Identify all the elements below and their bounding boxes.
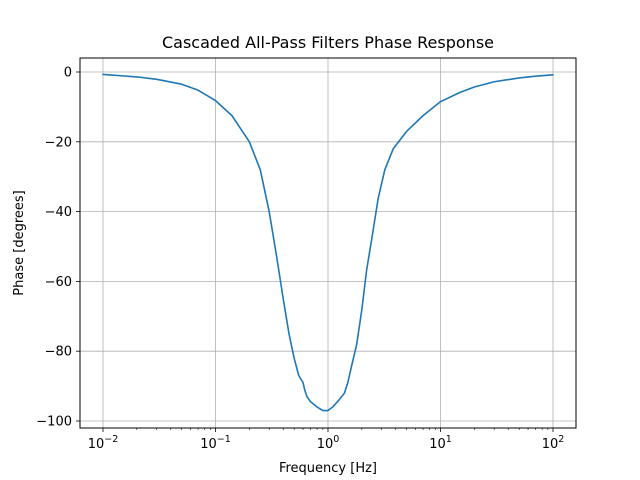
x-tick-label: 10−1 bbox=[200, 434, 231, 452]
x-tick-label: 10−2 bbox=[88, 434, 119, 452]
y-tick-label: −20 bbox=[45, 135, 72, 150]
ticks: 10−2 10−1 100 101 102 0 −20 −40 −60 −80 −100 bbox=[36, 66, 564, 453]
series-layer bbox=[102, 73, 554, 412]
y-tick-label: 0 bbox=[64, 66, 72, 81]
y-tick-label: −100 bbox=[36, 415, 72, 430]
grid bbox=[80, 58, 576, 428]
y-tick-label: −40 bbox=[45, 205, 72, 220]
x-tick-label: 102 bbox=[542, 434, 565, 452]
x-tick-label: 100 bbox=[317, 434, 340, 452]
chart-title: Cascaded All-Pass Filters Phase Response bbox=[162, 33, 494, 52]
x-tick-label: 101 bbox=[429, 434, 452, 452]
x-axis-label: Frequency [Hz] bbox=[279, 461, 377, 476]
phase-series-line bbox=[102, 73, 554, 412]
y-tick-label: −80 bbox=[45, 345, 72, 360]
y-axis-label: Phase [degrees] bbox=[12, 190, 27, 295]
y-tick-label: −60 bbox=[45, 275, 72, 290]
